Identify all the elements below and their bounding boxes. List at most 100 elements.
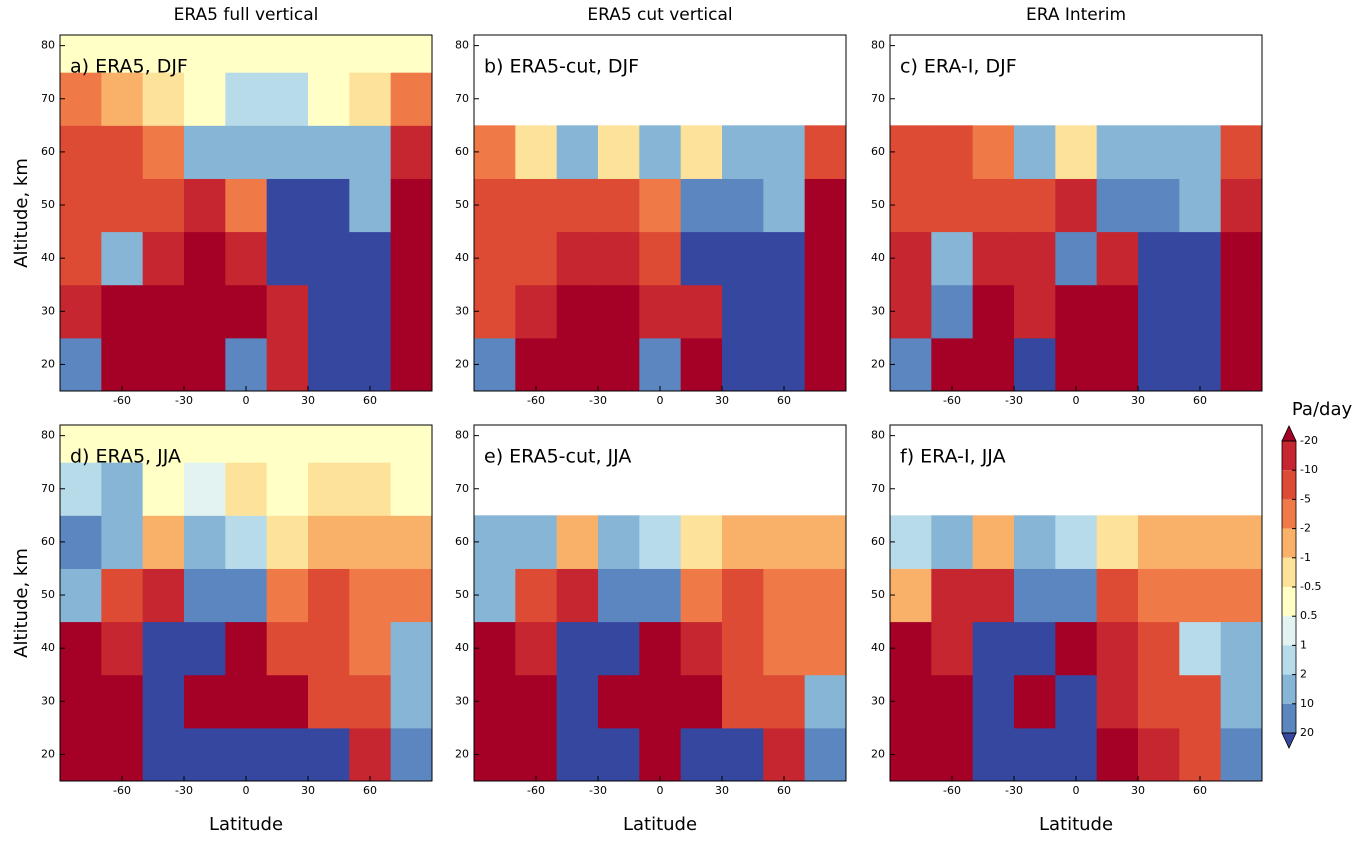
- cell: [639, 231, 682, 286]
- cell: [390, 727, 433, 782]
- cell: [680, 125, 723, 179]
- cell: [804, 125, 847, 179]
- x-tick-label: 0: [1073, 784, 1080, 797]
- cell: [1096, 178, 1139, 233]
- cell: [60, 621, 102, 676]
- cell: [390, 568, 433, 623]
- cell: [266, 462, 309, 516]
- panel-title: a) ERA5, DJF: [70, 56, 188, 78]
- cell: [474, 674, 516, 729]
- cell: [349, 178, 392, 233]
- cell: [1014, 515, 1056, 569]
- cell: [722, 727, 764, 782]
- cell: [1096, 727, 1139, 782]
- cell: [1055, 231, 1098, 286]
- cell: [972, 178, 1015, 233]
- x-tick-label: 0: [1073, 394, 1080, 407]
- cell: [184, 674, 226, 729]
- cell: [308, 125, 350, 179]
- cell: [60, 568, 102, 623]
- cell: [142, 284, 185, 339]
- cell: [1096, 231, 1139, 286]
- cell: [308, 35, 350, 73]
- cell: [972, 284, 1015, 339]
- cell: [639, 568, 682, 623]
- cell: [763, 674, 806, 729]
- cell: [308, 72, 350, 126]
- y-tick-label: 60: [871, 145, 885, 158]
- y-tick-label: 20: [41, 357, 55, 370]
- cell: [390, 35, 433, 73]
- y-tick-label: 70: [455, 482, 469, 495]
- cell: [142, 674, 185, 729]
- colorbar-swatch: [1282, 587, 1296, 617]
- y-tick-label: 40: [455, 251, 469, 264]
- cell: [680, 568, 723, 623]
- cell: [804, 178, 847, 233]
- cell: [1096, 621, 1139, 676]
- cell: [1138, 284, 1180, 339]
- cell: [639, 674, 682, 729]
- x-tick-label: -30: [1005, 394, 1023, 407]
- cell: [1220, 125, 1263, 179]
- colorbar-swatch: [1282, 441, 1296, 471]
- cell: [1014, 337, 1056, 392]
- cell: [1055, 178, 1098, 233]
- cell: [474, 178, 516, 233]
- colorbar-tick-label: -2: [1300, 522, 1311, 535]
- cell: [1096, 284, 1139, 339]
- cell: [598, 231, 640, 286]
- cell: [1220, 337, 1263, 392]
- y-tick-label: 40: [41, 641, 55, 654]
- colorbar-extend: [1281, 732, 1297, 749]
- cell: [184, 337, 226, 392]
- cell: [101, 515, 144, 569]
- cell: [1138, 674, 1180, 729]
- colorbar-tick-label: 2: [1300, 668, 1307, 681]
- cell: [972, 337, 1015, 392]
- y-tick-label: 70: [871, 482, 885, 495]
- cell: [1220, 568, 1263, 623]
- cell: [1179, 125, 1222, 179]
- cell: [308, 621, 350, 676]
- cell: [60, 674, 102, 729]
- cell: [266, 621, 309, 676]
- cell: [349, 515, 392, 569]
- x-tick-label: 60: [777, 784, 791, 797]
- cell: [1220, 515, 1263, 569]
- cell: [142, 425, 185, 463]
- y-tick-label: 20: [41, 747, 55, 760]
- cell: [184, 515, 226, 569]
- cell: [101, 674, 144, 729]
- cell: [266, 727, 309, 782]
- cell: [142, 178, 185, 233]
- cell: [1220, 231, 1263, 286]
- cell: [890, 178, 932, 233]
- x-tick-label: -60: [113, 394, 131, 407]
- y-tick-label: 80: [41, 429, 55, 442]
- cell: [60, 35, 102, 73]
- y-axis-label: Altitude, km: [11, 548, 32, 658]
- y-tick-label: 40: [871, 641, 885, 654]
- colorbar-tick-label: 10: [1300, 697, 1314, 710]
- cell: [474, 284, 516, 339]
- cell: [390, 425, 433, 463]
- cell: [1014, 674, 1056, 729]
- cell: [890, 125, 932, 179]
- cell: [722, 231, 764, 286]
- cell: [1220, 178, 1263, 233]
- y-tick-label: 30: [455, 694, 469, 707]
- x-axis-label: Latitude: [209, 814, 283, 835]
- cell: [1138, 621, 1180, 676]
- cell: [890, 568, 932, 623]
- x-tick-label: 0: [657, 784, 664, 797]
- cell: [1138, 178, 1180, 233]
- cell: [225, 621, 268, 676]
- cell: [266, 425, 309, 463]
- cell: [349, 727, 392, 782]
- cell: [598, 337, 640, 392]
- y-tick-label: 30: [41, 304, 55, 317]
- cell: [556, 337, 599, 392]
- cell: [225, 125, 268, 179]
